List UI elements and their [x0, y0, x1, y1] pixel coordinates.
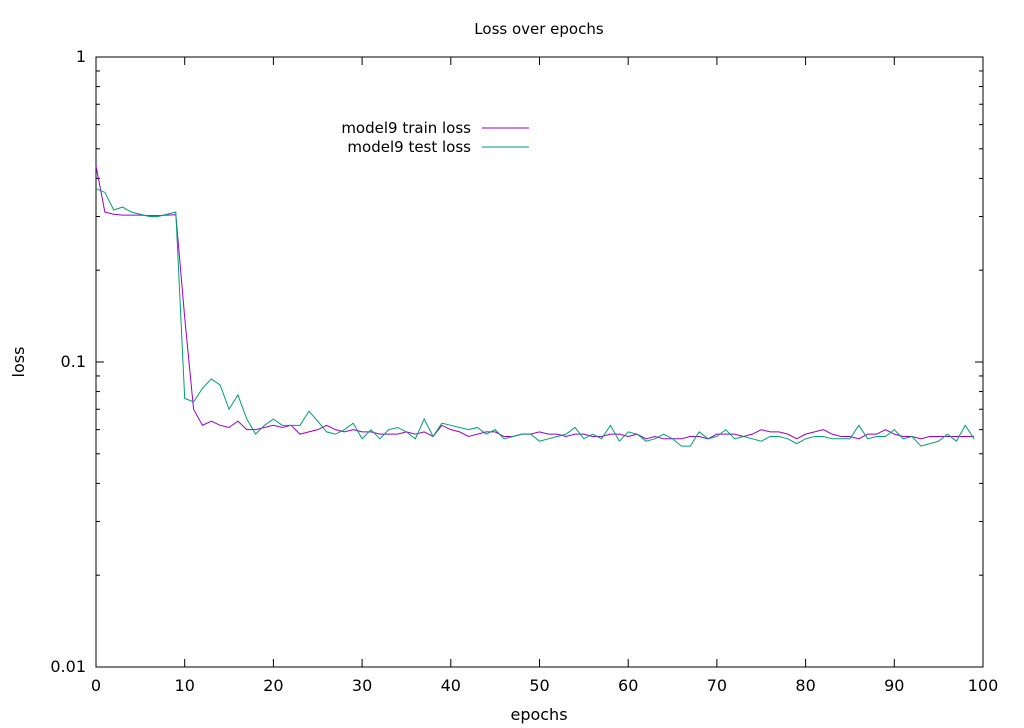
series-layer	[95, 165, 975, 447]
y-tick-label: 0.01	[50, 657, 86, 676]
plot-frame	[95, 56, 984, 668]
axis-ticks: 0 10 20 30 40 50 60 70 80 90 100 0.01 0.1 1	[50, 47, 998, 695]
x-axis-label: epochs	[510, 705, 567, 724]
legend-label: model9 test loss	[347, 138, 471, 156]
x-tick-label: 70	[707, 676, 727, 695]
legend-label: model9 train loss	[341, 119, 471, 137]
x-tick-label: 20	[263, 676, 283, 695]
x-tick-label: 80	[795, 676, 815, 695]
x-tick-label: 0	[91, 676, 101, 695]
x-tick-label: 50	[529, 676, 549, 695]
y-axis-label: loss	[9, 347, 28, 378]
series-line-train	[95, 165, 975, 440]
y-tick-label: 0.1	[61, 352, 86, 371]
x-tick-label: 40	[441, 676, 461, 695]
series-line-test	[95, 188, 975, 447]
x-tick-label: 100	[968, 676, 999, 695]
chart-title: Loss over epochs	[474, 20, 604, 38]
x-tick-label: 10	[175, 676, 195, 695]
x-tick-label: 90	[884, 676, 904, 695]
y-tick-label: 1	[76, 47, 86, 66]
x-tick-label: 60	[618, 676, 638, 695]
x-tick-label: 30	[352, 676, 372, 695]
